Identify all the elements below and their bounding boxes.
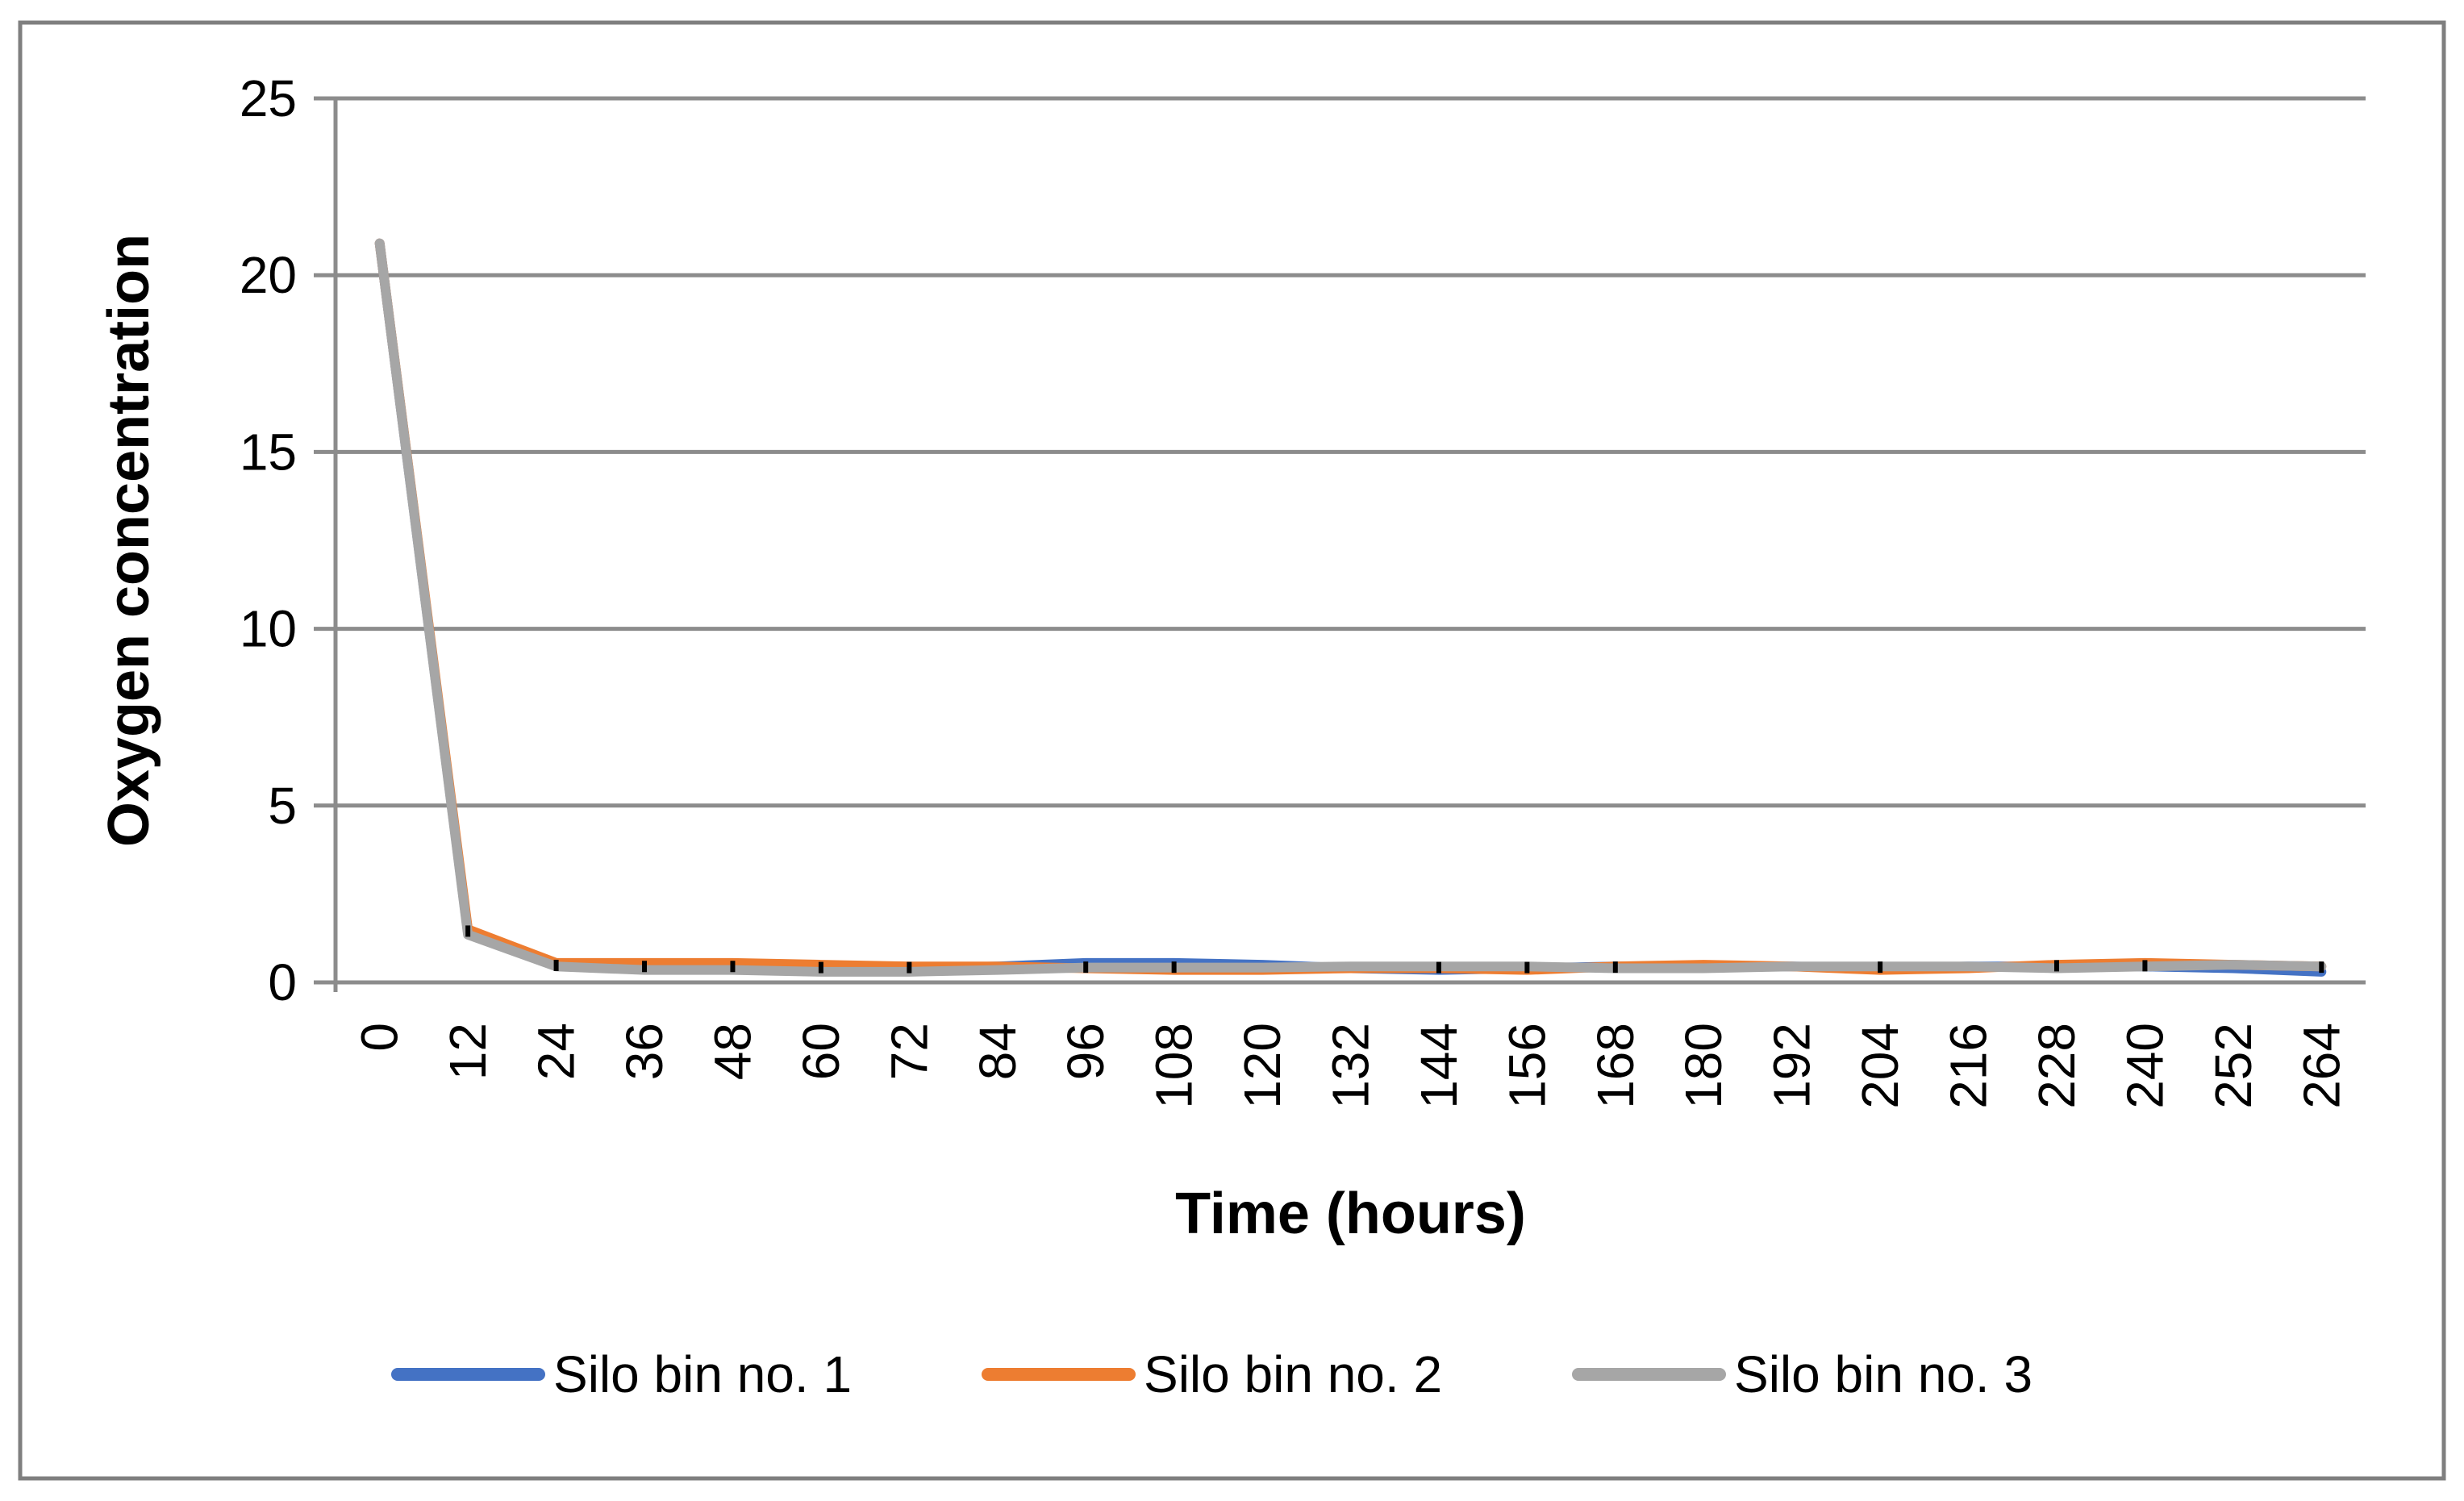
legend-label-silo-bin-no-3: Silo bin no. 3 (1734, 1345, 2032, 1403)
series-line-silo-bin-no-1 (374, 238, 2327, 977)
x-tick-label: 168 (1586, 1023, 1645, 1109)
x-tick-label: 108 (1145, 1023, 1203, 1109)
x-tick-label: 84 (969, 1023, 1027, 1080)
y-tick-label: 25 (240, 69, 297, 127)
legend-label-silo-bin-no-2: Silo bin no. 2 (1144, 1345, 1442, 1403)
x-tick-label: 240 (2116, 1023, 2174, 1109)
x-tick-label: 204 (1851, 1023, 1909, 1109)
x-tick-label: 0 (351, 1023, 409, 1052)
x-tick-label: 36 (615, 1023, 673, 1080)
y-tick-label: 5 (268, 777, 297, 835)
legend-label-silo-bin-no-1: Silo bin no. 1 (553, 1345, 852, 1403)
x-tick-label: 48 (703, 1023, 761, 1080)
x-tick-label: 264 (2292, 1023, 2350, 1109)
x-tick-label: 156 (1498, 1023, 1556, 1109)
x-tick-label: 192 (1763, 1023, 1821, 1109)
x-tick-label: 252 (2204, 1023, 2262, 1109)
x-tick-label: 24 (527, 1023, 586, 1080)
x-tick-label: 60 (792, 1023, 850, 1080)
y-axis-title: Oxygen concentration (97, 234, 161, 847)
x-tick-label: 216 (1940, 1023, 1998, 1109)
series-line-silo-bin-no-2 (374, 238, 2327, 975)
x-tick-label: 96 (1057, 1023, 1115, 1080)
x-tick-label: 144 (1410, 1023, 1468, 1109)
x-tick-label: 228 (2028, 1023, 2086, 1109)
y-tick-label: 20 (240, 246, 297, 304)
x-tick-label: 12 (439, 1023, 497, 1080)
x-tick-label: 72 (880, 1023, 938, 1080)
y-tick-label: 10 (240, 600, 297, 658)
x-tick-label: 180 (1674, 1023, 1732, 1109)
y-tick-label: 0 (268, 953, 297, 1011)
y-tick-label: 15 (240, 423, 297, 481)
series-line-silo-bin-no-3 (374, 238, 2327, 977)
x-tick-label: 120 (1233, 1023, 1291, 1109)
x-tick-label: 132 (1322, 1023, 1380, 1109)
chart-frame-border (18, 20, 2446, 1481)
x-axis-title: Time (hours) (1175, 1182, 1526, 1246)
